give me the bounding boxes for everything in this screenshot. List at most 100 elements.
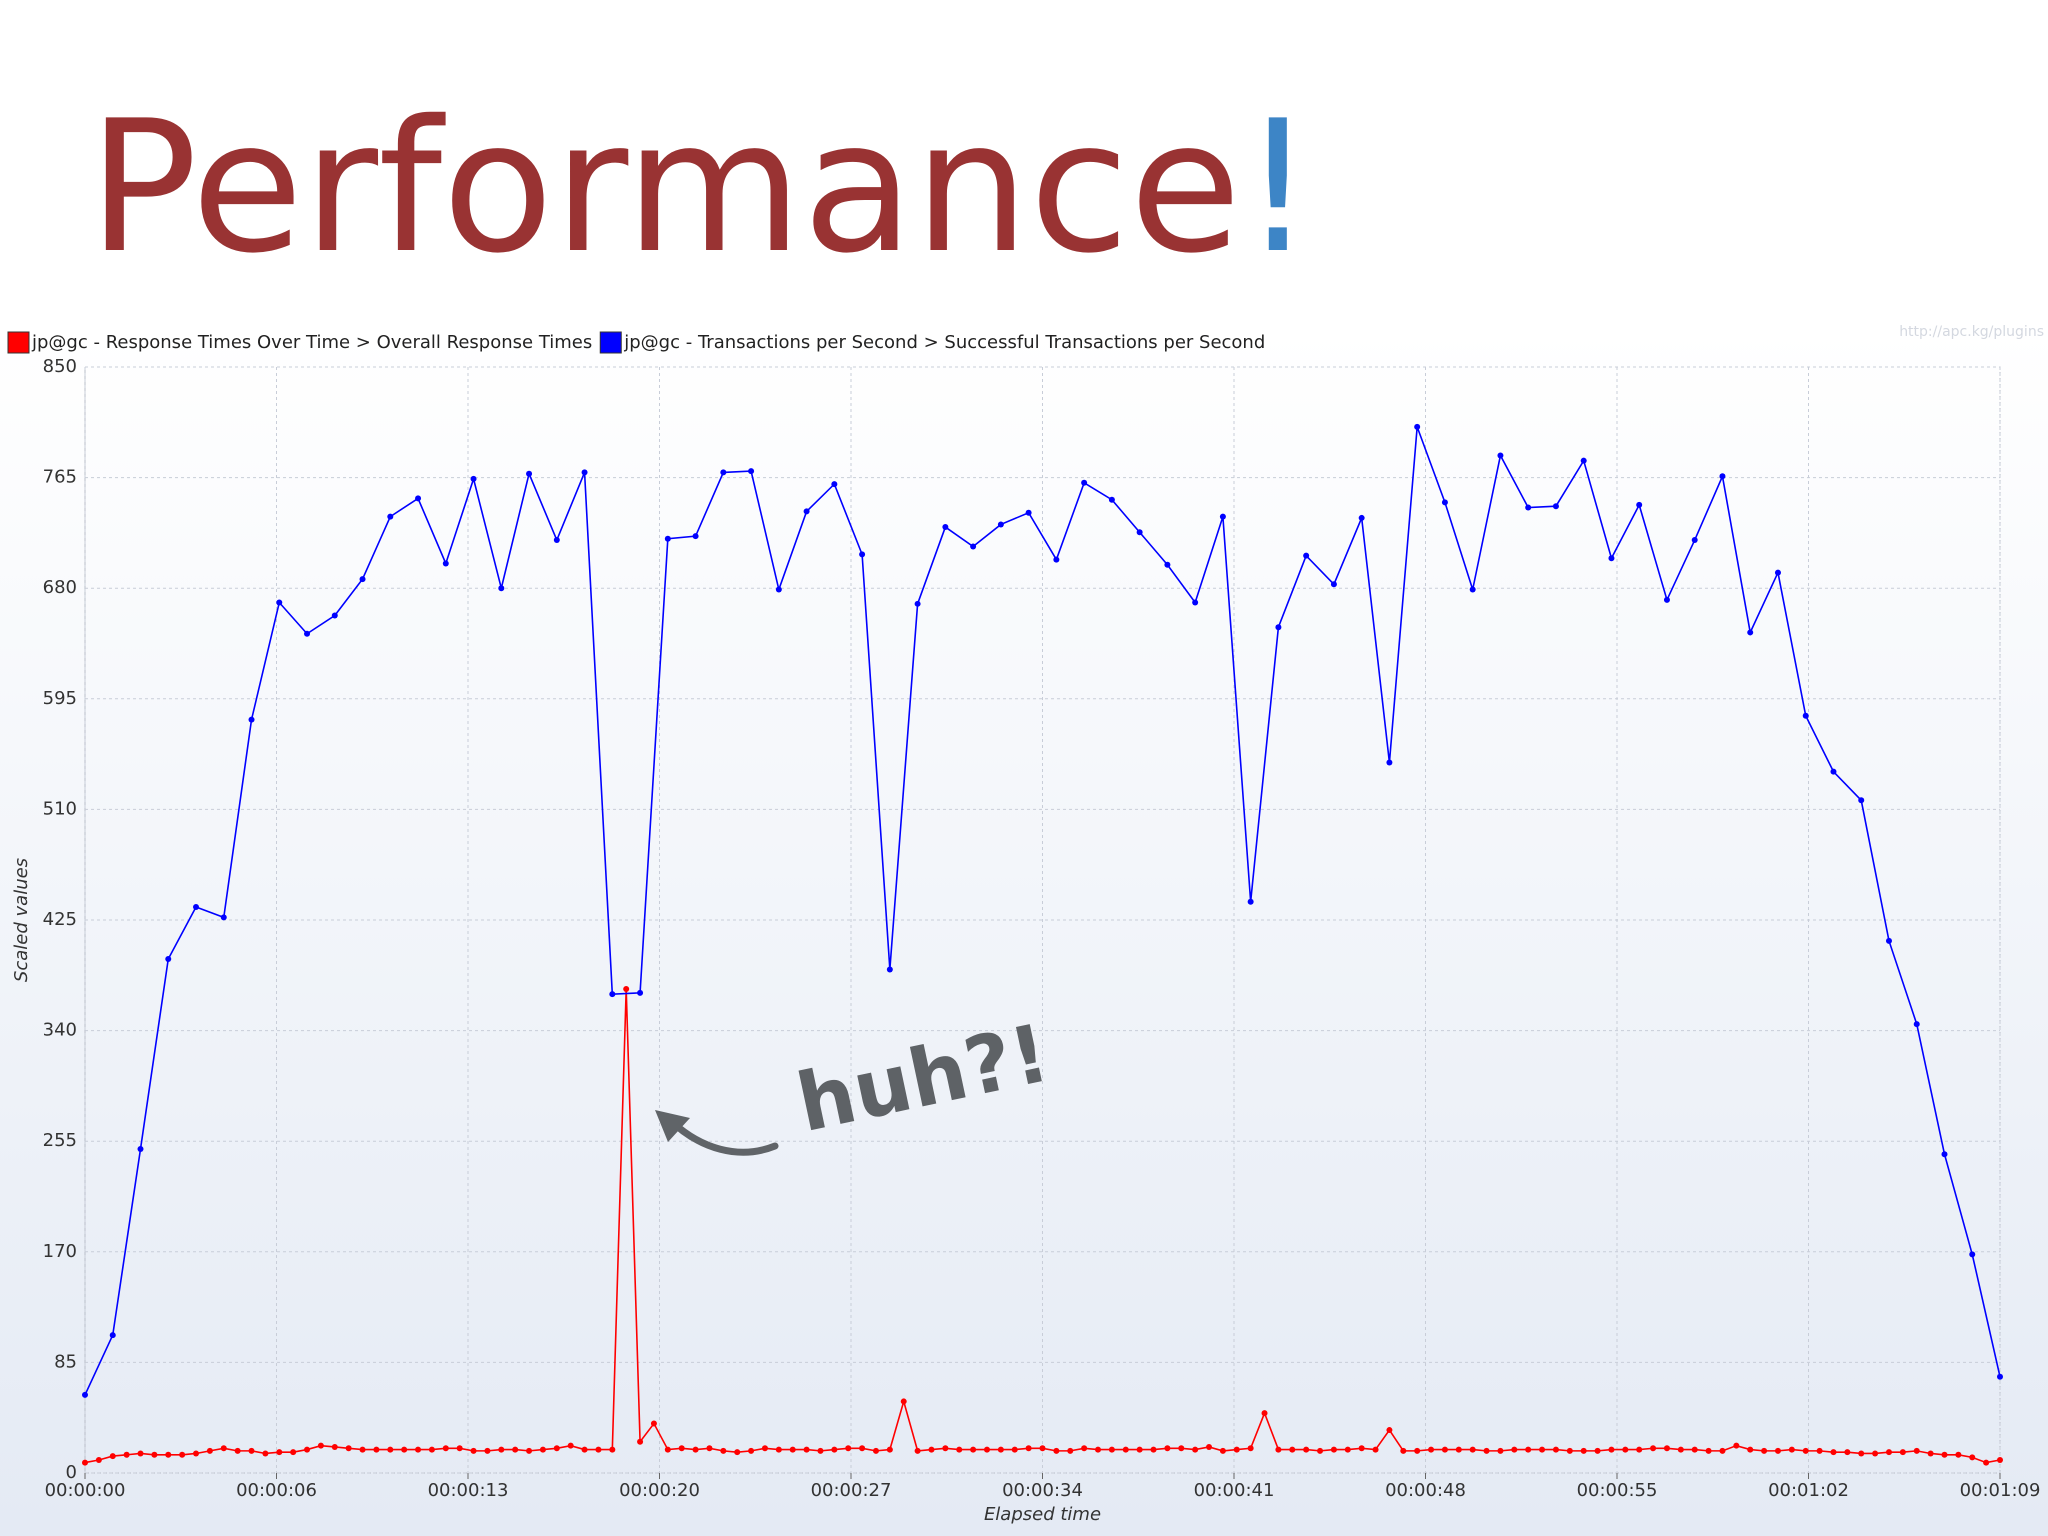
plot: 0 85 170 255 340 425 510 595 680 765 850 00:00:00 00… — [7, 331, 2041, 1525]
data-point — [359, 1446, 366, 1453]
data-point — [526, 1447, 533, 1454]
data-point — [82, 1459, 88, 1466]
legend-swatch — [7, 331, 30, 354]
data-point — [123, 1451, 130, 1458]
y-tick-label: 340 — [43, 1020, 77, 1041]
data-point — [1219, 513, 1226, 520]
data-point — [789, 1446, 796, 1453]
data-point — [442, 560, 449, 567]
data-point — [1747, 1446, 1754, 1453]
data-point — [1774, 569, 1781, 576]
data-point — [609, 991, 616, 998]
data-point — [165, 1451, 172, 1458]
data-point — [1719, 473, 1726, 480]
data-point — [1455, 1446, 1462, 1453]
data-point — [1081, 1445, 1088, 1452]
data-point — [1469, 586, 1476, 593]
annotation-arrowhead — [655, 1110, 690, 1142]
data-point — [1303, 552, 1310, 559]
data-point — [664, 1446, 671, 1453]
data-point — [886, 1446, 893, 1453]
data-point — [193, 1450, 200, 1457]
data-point — [1830, 1449, 1837, 1456]
data-point — [1691, 537, 1698, 544]
y-tick-label: 510 — [43, 798, 77, 819]
data-point — [1386, 759, 1393, 766]
data-point — [484, 1447, 491, 1454]
data-point — [1608, 1446, 1615, 1453]
x-axis-label: Elapsed time — [984, 1504, 1101, 1525]
data-point — [415, 1446, 422, 1453]
y-tick-label: 0 — [66, 1462, 77, 1483]
data-point — [567, 1442, 574, 1449]
x-tick-label: 00:01:09 — [1960, 1480, 2041, 1501]
data-point — [1150, 1446, 1157, 1453]
data-point — [470, 1447, 477, 1454]
data-point — [831, 1446, 838, 1453]
data-point — [1941, 1151, 1948, 1158]
data-point — [720, 469, 727, 476]
data-point — [664, 535, 671, 542]
y-tick-label: 85 — [54, 1351, 77, 1372]
data-point — [1122, 1446, 1129, 1453]
data-point — [1663, 596, 1670, 603]
data-point — [1053, 1447, 1060, 1454]
data-point — [775, 586, 782, 593]
data-point — [539, 1446, 546, 1453]
data-point — [1580, 457, 1587, 464]
data-point — [1913, 1021, 1920, 1028]
data-point — [1844, 1449, 1851, 1456]
x-tick-label: 00:00:41 — [1194, 1480, 1275, 1501]
data-point — [331, 1443, 338, 1450]
data-point — [928, 1446, 935, 1453]
data-point — [761, 1445, 768, 1452]
data-point — [637, 1438, 644, 1445]
data-point — [1997, 1373, 2003, 1380]
data-point — [1178, 1445, 1185, 1452]
data-point — [1788, 1446, 1795, 1453]
data-point — [1317, 1447, 1324, 1454]
data-point — [345, 1445, 352, 1452]
data-point — [775, 1446, 782, 1453]
legend-label: jp@gc - Response Times Over Time > Overa… — [31, 332, 592, 353]
data-point — [1441, 499, 1448, 506]
data-point — [650, 1420, 657, 1427]
data-point — [970, 1446, 977, 1453]
y-tick-label: 255 — [43, 1130, 77, 1151]
legend-label: jp@gc - Transactions per Second > Succes… — [623, 332, 1265, 353]
data-point — [872, 1447, 879, 1454]
data-point — [1899, 1449, 1906, 1456]
data-point — [748, 468, 755, 475]
data-point — [1497, 452, 1504, 459]
data-point — [456, 1445, 463, 1452]
data-point — [1136, 529, 1143, 536]
data-point — [1469, 1446, 1476, 1453]
data-point — [734, 1449, 741, 1456]
data-point — [1580, 1447, 1587, 1454]
data-point — [581, 1446, 588, 1453]
data-point — [637, 989, 644, 996]
y-tick-label: 595 — [43, 688, 77, 709]
data-point — [373, 1446, 380, 1453]
data-point — [983, 1446, 990, 1453]
y-tick-label: 680 — [43, 577, 77, 598]
data-point — [304, 630, 311, 637]
x-tick-label: 00:01:02 — [1768, 1480, 1849, 1501]
data-point — [276, 599, 283, 606]
data-point — [137, 1146, 144, 1153]
data-point — [1525, 1446, 1532, 1453]
data-point — [331, 612, 338, 619]
data-point — [1566, 1447, 1573, 1454]
data-point — [581, 469, 588, 476]
data-point — [248, 716, 255, 723]
data-point — [1414, 423, 1421, 430]
data-point — [1053, 556, 1060, 563]
data-point — [886, 966, 893, 973]
data-point — [1247, 1445, 1254, 1452]
data-point — [1539, 1446, 1546, 1453]
data-point — [1636, 1446, 1643, 1453]
data-point — [526, 470, 533, 477]
data-point — [1206, 1443, 1213, 1450]
data-point — [997, 521, 1004, 528]
